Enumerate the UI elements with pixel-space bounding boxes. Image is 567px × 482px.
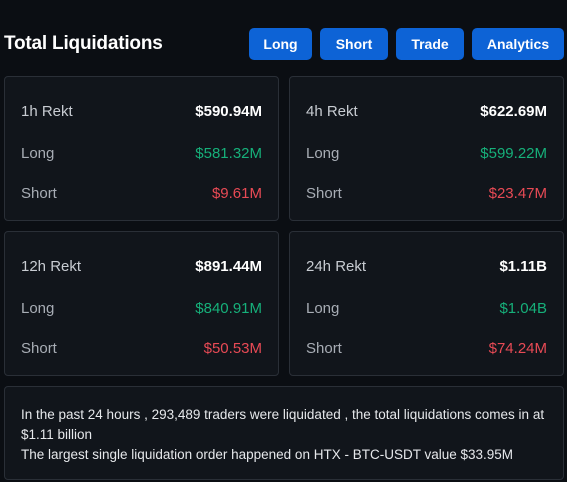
short-value: $9.61M <box>211 184 262 202</box>
page-title: Total Liquidations <box>4 33 163 54</box>
period-label: 12h Rekt <box>21 257 82 275</box>
long-label: Long <box>21 144 55 162</box>
short-label: Short <box>21 184 57 202</box>
trade-button[interactable]: Trade <box>396 28 464 60</box>
short-label: Short <box>306 184 342 202</box>
period-label: 4h Rekt <box>306 102 358 120</box>
card-24h-rekt: 24h Rekt $1.11B Long $1.04B Short $74.24… <box>289 231 564 376</box>
short-label: Short <box>21 339 57 357</box>
long-value: $581.32M <box>195 144 262 162</box>
long-label: Long <box>21 299 55 317</box>
card-total-row: 12h Rekt $891.44M <box>21 256 262 276</box>
short-button[interactable]: Short <box>320 28 388 60</box>
card-total-row: 4h Rekt $622.69M <box>306 101 547 121</box>
total-value: $590.94M <box>195 102 262 120</box>
header: Total Liquidations Long Short Trade Anal… <box>0 0 567 88</box>
short-value: $74.24M <box>488 339 547 357</box>
short-value: $50.53M <box>203 339 262 357</box>
long-value: $840.91M <box>195 299 262 317</box>
card-long-row: Long $599.22M <box>306 143 547 163</box>
long-label: Long <box>306 144 340 162</box>
card-short-row: Short $74.24M <box>306 338 547 358</box>
long-value: $1.04B <box>499 299 547 317</box>
long-label: Long <box>306 299 340 317</box>
card-long-row: Long $840.91M <box>21 298 262 318</box>
card-short-row: Short $9.61M <box>21 183 262 203</box>
liquidation-summary: In the past 24 hours , 293,489 traders w… <box>4 386 564 480</box>
summary-largest-order-line: The largest single liquidation order hap… <box>21 447 514 462</box>
period-label: 24h Rekt <box>306 257 367 275</box>
short-value: $23.47M <box>488 184 547 202</box>
total-value: $1.11B <box>499 257 547 275</box>
card-12h-rekt: 12h Rekt $891.44M Long $840.91M Short $5… <box>4 231 279 376</box>
card-long-row: Long $581.32M <box>21 143 262 163</box>
card-long-row: Long $1.04B <box>306 298 547 318</box>
short-label: Short <box>306 339 342 357</box>
card-total-row: 24h Rekt $1.11B <box>306 256 547 276</box>
card-total-row: 1h Rekt $590.94M <box>21 101 262 121</box>
total-value: $622.69M <box>480 102 547 120</box>
period-label: 1h Rekt <box>21 102 73 120</box>
long-value: $599.22M <box>480 144 547 162</box>
card-4h-rekt: 4h Rekt $622.69M Long $599.22M Short $23… <box>289 76 564 221</box>
total-value: $891.44M <box>195 257 262 275</box>
summary-traders-line: In the past 24 hours , 293,489 traders w… <box>21 407 545 442</box>
card-short-row: Short $23.47M <box>306 183 547 203</box>
card-short-row: Short $50.53M <box>21 338 262 358</box>
long-button[interactable]: Long <box>249 28 312 60</box>
card-1h-rekt: 1h Rekt $590.94M Long $581.32M Short $9.… <box>4 76 279 221</box>
analytics-button[interactable]: Analytics <box>472 28 564 60</box>
